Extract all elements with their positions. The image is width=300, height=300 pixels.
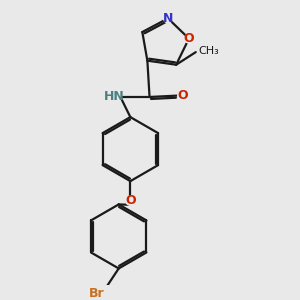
Circle shape [184, 34, 193, 43]
Circle shape [178, 91, 187, 100]
Text: O: O [184, 32, 194, 45]
Circle shape [164, 14, 172, 23]
Circle shape [126, 196, 135, 205]
Text: O: O [125, 194, 136, 207]
Circle shape [107, 90, 121, 104]
Text: O: O [177, 89, 188, 102]
Text: Br: Br [89, 287, 105, 300]
Text: N: N [163, 12, 173, 25]
Text: CH₃: CH₃ [199, 46, 219, 56]
Text: HN: HN [103, 90, 124, 103]
Circle shape [90, 286, 104, 300]
